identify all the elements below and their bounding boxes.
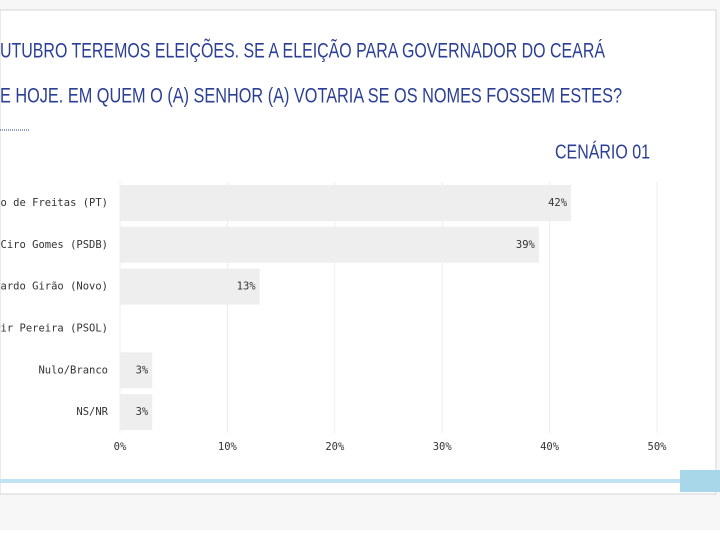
bar xyxy=(120,226,539,263)
value-label: 13% xyxy=(237,281,257,293)
bar xyxy=(120,352,153,389)
bar xyxy=(120,268,260,305)
category-label: Nulo/Branco xyxy=(38,364,108,376)
value-label: 39% xyxy=(516,239,536,251)
subtitle: CENÁRIO 01 xyxy=(555,140,650,163)
bar xyxy=(120,184,572,221)
x-tick-label: 20% xyxy=(325,441,345,453)
category-label: Jarir Pereira (PSOL) xyxy=(0,322,108,334)
x-tick-label: 10% xyxy=(218,441,238,453)
bar xyxy=(120,394,153,431)
category-label: mano de Freitas (PT) xyxy=(0,197,108,209)
category-label: NS/NR xyxy=(76,406,108,418)
category-label: Eduardo Girão (Novo) xyxy=(0,281,108,293)
x-tick-label: 40% xyxy=(540,441,560,453)
x-tick-label: 50% xyxy=(648,441,668,453)
value-label: 3% xyxy=(136,364,149,376)
x-tick-label: 30% xyxy=(433,441,453,453)
value-label: 3% xyxy=(136,406,149,418)
category-label: Ciro Gomes (PSDB) xyxy=(1,239,108,251)
plot: 0% 10% 20% 30% 40% 50% mano de Freitas (PT) 42%… xyxy=(0,182,667,453)
footer-block xyxy=(680,470,720,492)
value-label: 42% xyxy=(548,197,568,209)
x-tick-label: 0% xyxy=(114,441,127,453)
title-line: UTUBRO TEREMOS ELEIÇÕES. SE A ELEIÇÃO PA… xyxy=(0,39,605,63)
title-line: E HOJE. EM QUEM O (A) SENHOR (A) VOTARIA… xyxy=(0,85,622,108)
